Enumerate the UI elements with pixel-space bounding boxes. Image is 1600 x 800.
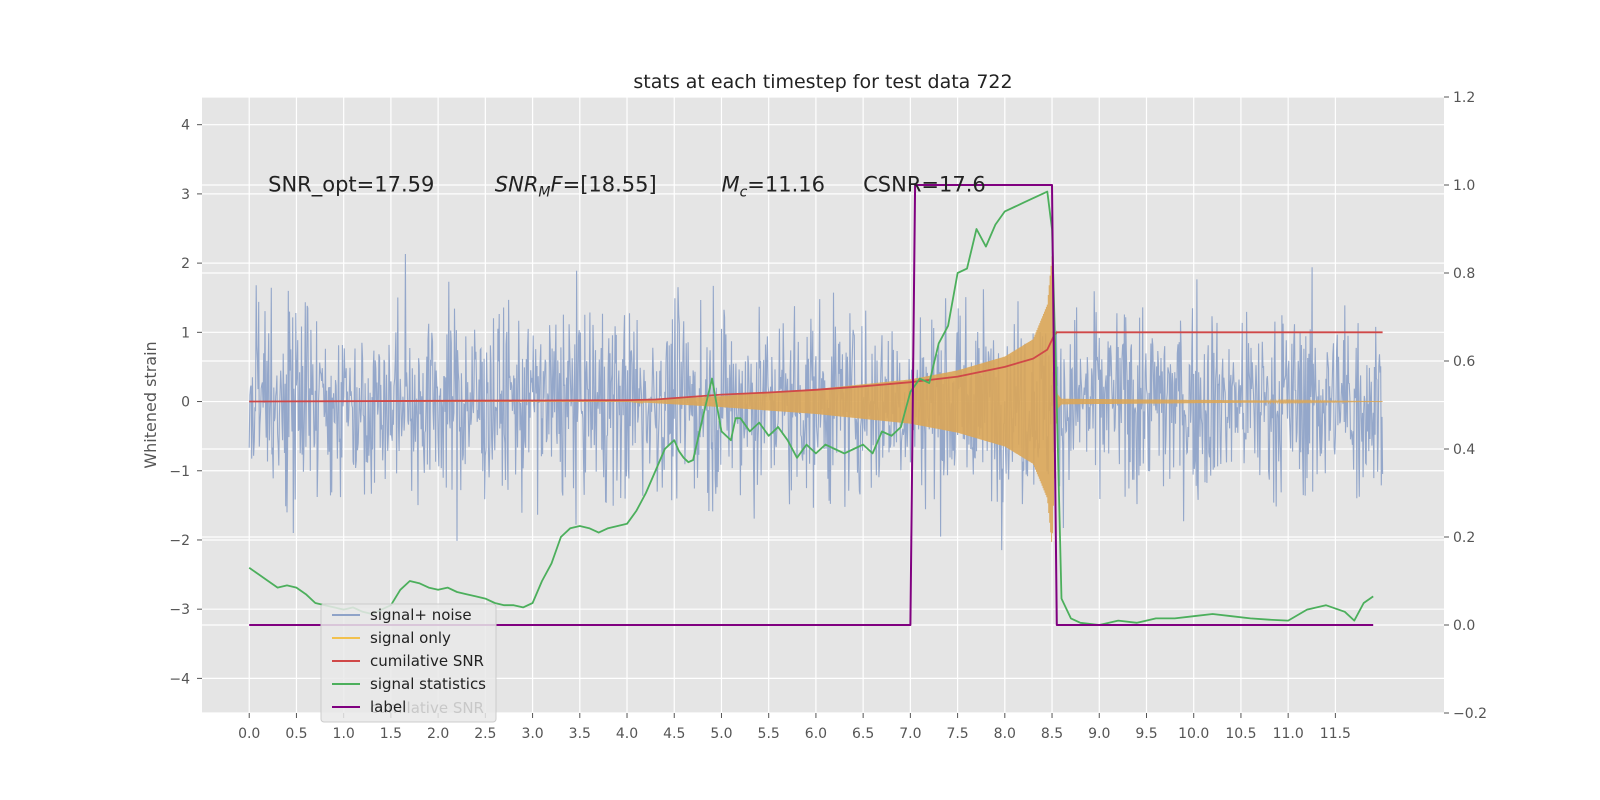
- x-tick-label: 3.0: [521, 726, 543, 742]
- legend-label: signal statistics: [370, 675, 486, 693]
- x-tick-label: 7.0: [899, 726, 921, 742]
- y-right-tick-label: −0.2: [1453, 706, 1487, 722]
- x-tick-label: 5.5: [758, 726, 780, 742]
- annotation-mc: Mc=11.16: [721, 173, 825, 201]
- y-right-tick-label: 1.2: [1453, 90, 1475, 106]
- y-right-tick-label: 1.0: [1453, 178, 1475, 194]
- annotation-snr-opt: SNR_opt=17.59: [268, 173, 434, 198]
- y-tick-label: −2: [169, 533, 190, 549]
- legend: cumilative SNR signal+ noise signal only c…: [320, 603, 497, 723]
- x-tick-label: 5.0: [710, 726, 732, 742]
- x-tick-label: 8.0: [994, 726, 1016, 742]
- x-tick-label: 11.5: [1320, 726, 1351, 742]
- chart-title: stats at each timestep for test data 722: [633, 71, 1012, 93]
- legend-box: [320, 603, 497, 723]
- y-right-tick-label: 0.4: [1453, 442, 1475, 458]
- x-tick-label: 7.5: [946, 726, 968, 742]
- cumulative-snr-line: [249, 331, 1383, 403]
- legend-label: signal only: [370, 629, 451, 647]
- y-tick-label: 3: [181, 187, 190, 203]
- annotations: SNR_opt=17.59 SNRMF=[18.55] Mc=11.16 CSNR=1…: [268, 173, 986, 201]
- legend-items: signal+ noise signal only cumilative SNR si…: [332, 606, 486, 716]
- x-tick-label: 1.0: [333, 726, 355, 742]
- y-right-tick-label: 0.0: [1453, 618, 1475, 634]
- x-tick-label: 8.5: [1041, 726, 1063, 742]
- legend-label: label: [370, 698, 406, 716]
- annotation-csnr: CSNR=17.6: [863, 173, 986, 197]
- legend-label: cumilative SNR: [370, 652, 484, 670]
- y-right-tick-label: 0.2: [1453, 530, 1475, 546]
- x-tick-label: 0.5: [285, 726, 307, 742]
- y-right-tick-label: 0.8: [1453, 266, 1475, 282]
- y-tick-label: 1: [181, 325, 190, 341]
- x-tick-label: 0.0: [238, 726, 260, 742]
- x-tick-label: 9.5: [1135, 726, 1157, 742]
- signal-statistics-line: [248, 190, 1374, 626]
- annotation-snr-mf: SNRMF=[18.55]: [495, 173, 657, 201]
- axis-ticks: 0.0 0.5 1.0 1.5 2.0 2.5 3.0 3.5 4.0 4.5 5.0 5.5 6.0 6…: [169, 90, 1487, 742]
- y-tick-label: −1: [169, 464, 190, 480]
- x-tick-label: 6.5: [852, 726, 874, 742]
- signal-plus-noise-trace: [248, 253, 1384, 551]
- series-signal-plus-noise: [248, 253, 1384, 551]
- x-tick-label: 2.5: [474, 726, 496, 742]
- y-tick-label: 0: [181, 395, 190, 411]
- series-lines: [248, 184, 1383, 626]
- legend-label: signal+ noise: [370, 606, 472, 624]
- x-tick-label: 4.0: [616, 726, 638, 742]
- x-tick-label: 2.0: [427, 726, 449, 742]
- y-tick-label: −3: [169, 602, 190, 618]
- x-tick-label: 1.5: [380, 726, 402, 742]
- y-tick-label: 2: [181, 256, 190, 272]
- y-axis-label: Whitened strain: [141, 341, 160, 468]
- x-tick-label: 6.0: [805, 726, 827, 742]
- y-right-tick-label: 0.6: [1453, 354, 1475, 370]
- x-tick-label: 4.5: [663, 726, 685, 742]
- y-tick-label: −4: [169, 671, 190, 687]
- legend-ghost-text: cumilative SNR: [370, 699, 484, 717]
- x-tick-label: 9.0: [1088, 726, 1110, 742]
- x-tick-label: 10.5: [1225, 726, 1256, 742]
- label-line: [249, 184, 1374, 626]
- y-tick-label: 4: [181, 118, 190, 134]
- x-tick-label: 3.5: [569, 726, 591, 742]
- x-tick-label: 11.0: [1273, 726, 1304, 742]
- x-tick-label: 10.0: [1178, 726, 1209, 742]
